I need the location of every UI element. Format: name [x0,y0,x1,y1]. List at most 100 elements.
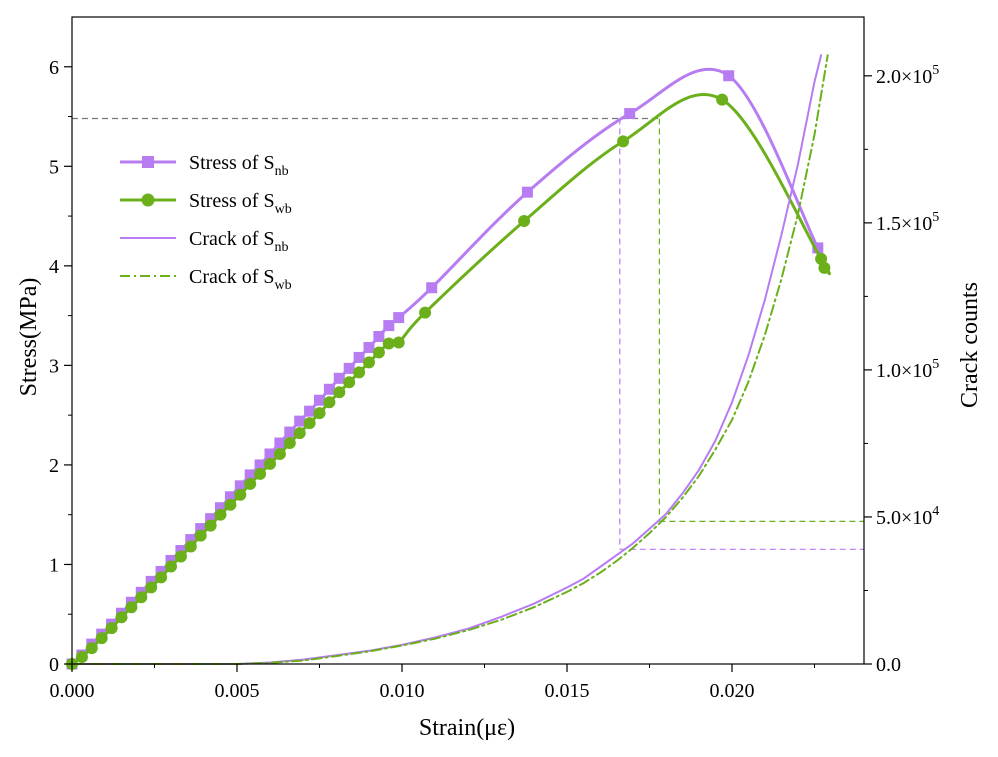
series-1-point-13 [194,529,207,542]
series-1-point-35 [518,215,531,228]
series-1-point-25 [313,407,326,420]
y-right-tick-label-0: 0.0 [876,654,901,676]
series-0-point-36 [624,108,636,120]
series-0-point-33 [393,312,405,324]
series-1-point-4 [105,622,118,635]
legend-label-0: Stress of Snb [189,152,289,179]
series-1-point-7 [135,591,148,604]
legend-label-subscript: wb [275,202,292,217]
series-0-point-12 [185,534,197,546]
x-tick-label-1: 0.005 [215,680,260,702]
legend-label-text: Crack of S [189,266,275,288]
legend-label-subscript: nb [275,164,289,179]
series-1-point-3 [95,632,108,645]
legend-label-subscript: wb [275,278,292,293]
y-left-tick-label-4: 4 [49,256,59,278]
series-0-point-25 [314,394,325,406]
series-1-point-8 [145,581,158,594]
series-1-point-18 [244,477,257,490]
series-1-point-28 [343,376,356,389]
series-1-point-5 [115,611,128,624]
x-tick-label-4: 0.020 [710,680,755,702]
y-right-tick-exponent: 5 [932,357,939,372]
series-1-point-10 [165,560,177,573]
series-1-point-34 [419,306,432,319]
series-1-point-36 [617,135,630,148]
series-1-point-37 [716,93,729,106]
x-tick-label-3: 0.015 [545,680,590,702]
series-0-point-19 [254,459,266,471]
series-1-point-1 [75,651,88,664]
series-1-point-24 [303,417,316,430]
series-0-point-24 [304,405,316,417]
y-right-tick-exponent: 5 [932,63,939,78]
series-1-point-14 [204,519,217,532]
y-right-tick-label-4: 2.0×105 [876,63,939,88]
y-right-tick-exponent: 5 [932,210,939,225]
series-0-point-18 [244,469,256,481]
x-tick-label-2: 0.010 [380,680,425,702]
series-1-point-27 [333,386,346,399]
series-1-point-21 [273,447,286,460]
series-line-3 [71,54,829,665]
y-right-tick-label-3: 1.5×105 [876,210,939,235]
series-1-point-6 [125,601,138,614]
series-0-point-37 [723,70,735,82]
series-1-point-22 [283,437,296,450]
series-line-1 [70,92,832,666]
plot-frame [71,16,865,665]
series-line-2 [71,54,823,665]
series-1-point-9 [155,571,168,584]
series-1-point-39 [818,261,831,274]
legend-label-text: Stress of S [189,190,275,212]
y-axis-left-title: Stress(MPa) [16,278,42,397]
series-0-point-30 [363,341,375,353]
y-axis-right-title: Crack counts [957,282,983,408]
series-0-point-38 [812,242,824,254]
legend-label-3: Crack of Swb [189,266,292,293]
series-0-point-31 [373,331,385,343]
y-left-tick-label-3: 3 [49,355,59,377]
data-series [66,54,832,670]
series-0-point-28 [343,362,355,374]
legend-label-2: Crack of Snb [189,228,289,255]
series-1-point-11 [174,550,187,563]
legend-label-text: Crack of S [189,228,275,250]
series-0-point-23 [294,415,306,427]
series-0-point-27 [333,372,345,384]
series-1-point-31 [372,346,385,359]
legend-label-text: Stress of S [189,152,275,174]
plot-border [71,16,865,665]
series-1-point-19 [254,467,267,480]
y-left-tick-label-6: 6 [49,57,59,79]
y-left-tick-label-2: 2 [49,455,59,477]
series-1-point-12 [184,540,197,553]
x-tick-label-0: 0.000 [50,680,95,702]
series-1-point-30 [363,356,375,369]
y-left-tick-label-5: 5 [49,156,59,178]
series-0-point-35 [521,186,533,198]
series-0-point-34 [426,282,438,294]
series-line-0 [70,67,820,666]
series-0-point-20 [264,448,276,460]
axis-ticks: 0.000 0.005 0.010 0.015 0.020 0 1 2 3 4 5 6 0.0 5.0×1… [49,57,939,702]
series-0-point-22 [284,426,296,438]
series-1-point-33 [392,336,405,349]
series-0-point-26 [323,383,335,395]
y-right-tick-label-2: 1.0×105 [876,357,939,382]
series-0-point-32 [383,320,395,332]
y-right-tick-exponent: 4 [932,504,939,519]
series-1-point-16 [224,498,237,511]
y-left-tick-label-1: 1 [49,554,59,576]
y-left-tick-label-0: 0 [49,654,59,676]
series-0-point-14 [205,513,217,525]
series-1-point-26 [323,396,336,409]
series-1-point-17 [234,488,247,501]
series-1-point-2 [85,642,98,655]
series-0-point-16 [224,491,236,503]
series-0-point-13 [195,523,207,535]
legend-label-1: Stress of Swb [189,190,292,217]
series-0-point-21 [274,437,286,449]
legend-marker-1 [141,193,155,207]
